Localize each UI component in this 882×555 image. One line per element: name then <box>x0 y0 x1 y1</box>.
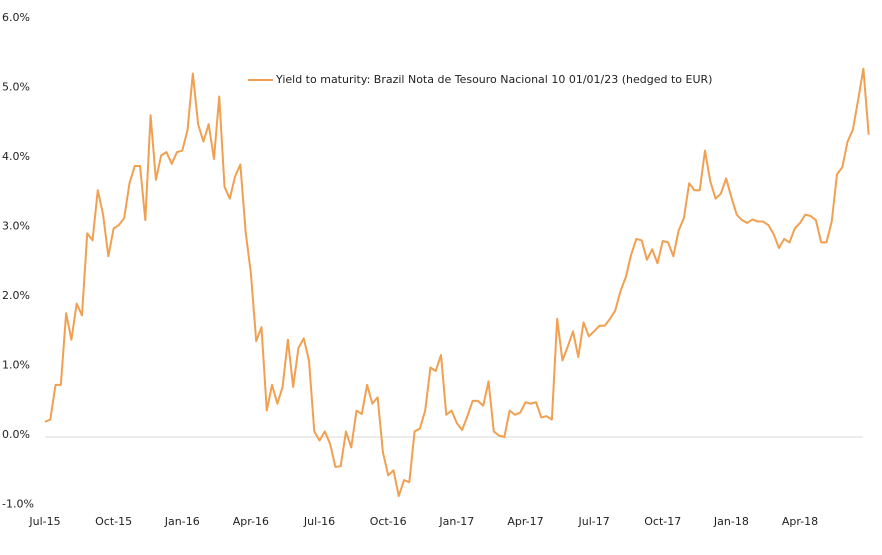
y-tick-label: 1.0% <box>2 359 30 372</box>
x-tick-label: Oct-17 <box>644 515 681 528</box>
x-tick-label: Apr-18 <box>782 515 818 528</box>
y-tick-label: 5.0% <box>2 81 30 94</box>
y-tick-label: 6.0% <box>2 11 30 24</box>
x-tick-label: Jan-18 <box>713 515 749 528</box>
x-tick-label: Jan-17 <box>438 515 474 528</box>
y-tick-label: 2.0% <box>2 289 30 302</box>
x-tick-label: Apr-16 <box>233 515 269 528</box>
series-line <box>44 67 870 498</box>
x-tick-label: Jan-16 <box>164 515 200 528</box>
y-tick-label: 4.0% <box>2 150 30 163</box>
legend-label: Yield to maturity: Brazil Nota de Tesour… <box>275 73 712 86</box>
y-tick-label: -1.0% <box>2 498 34 511</box>
y-tick-label: 0.0% <box>2 428 30 441</box>
x-tick-label: Jul-15 <box>28 515 60 528</box>
x-tick-label: Oct-16 <box>370 515 407 528</box>
y-tick-label: 3.0% <box>2 220 30 233</box>
x-tick-label: Oct-15 <box>95 515 132 528</box>
x-tick-label: Apr-17 <box>507 515 543 528</box>
x-tick-label: Jul-16 <box>303 515 335 528</box>
x-tick-label: Jul-17 <box>577 515 609 528</box>
